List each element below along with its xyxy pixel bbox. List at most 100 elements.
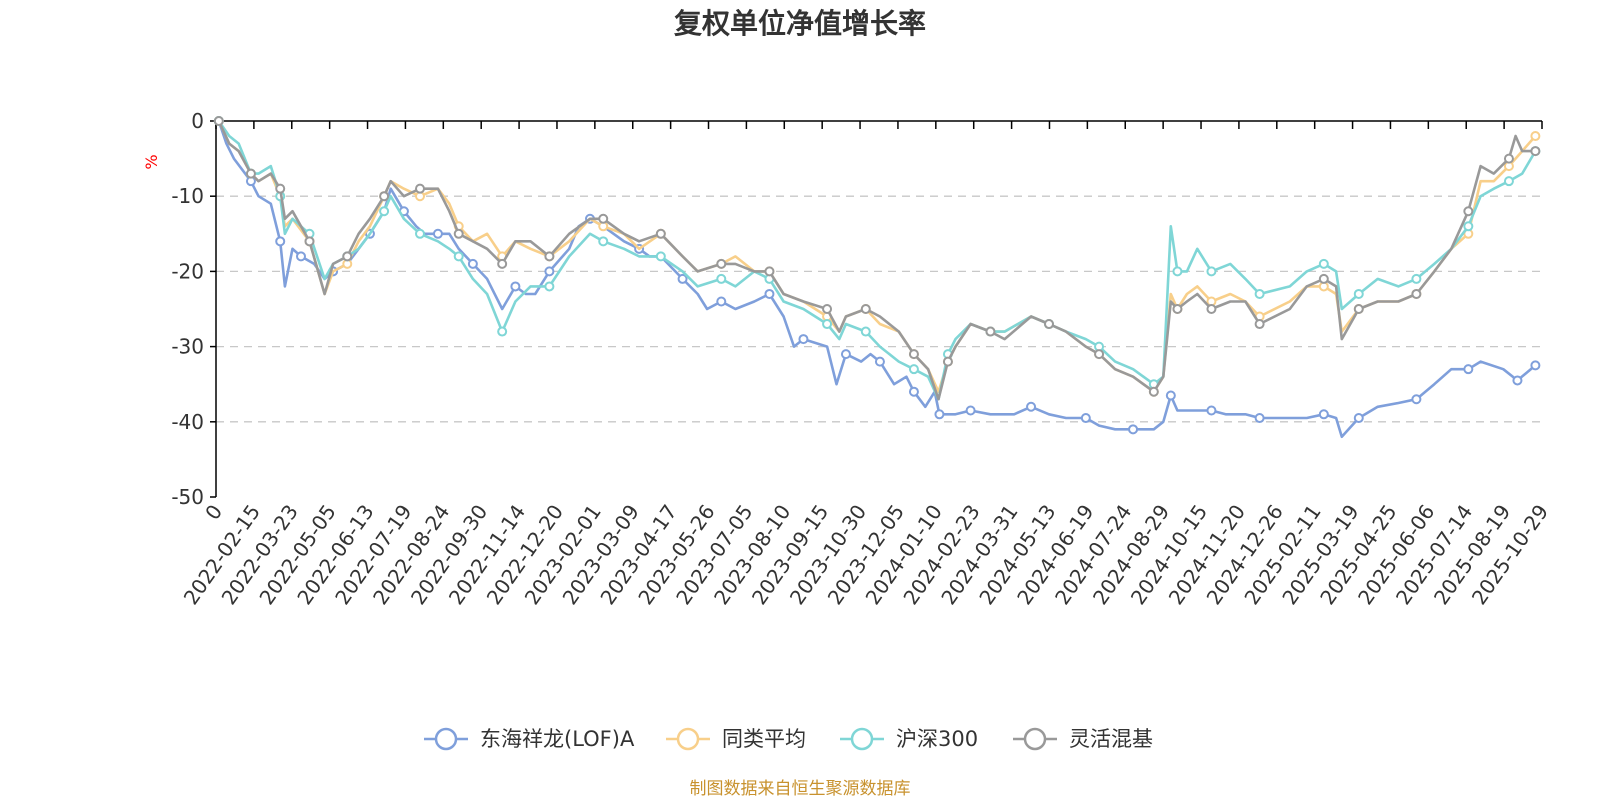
data-point	[379, 206, 390, 217]
y-tick-label: -30	[171, 335, 204, 359]
data-point	[716, 296, 727, 307]
data-point	[213, 116, 224, 126]
data-point	[874, 356, 885, 367]
axes: 0-10-20-30-40-5002022-02-152022-03-23202…	[171, 109, 1553, 609]
series-line	[217, 120, 1537, 401]
data-point	[1411, 273, 1422, 284]
data-point	[1512, 375, 1523, 386]
y-unit-label: %	[142, 154, 161, 169]
legend-label: 东海祥龙(LOF)A	[480, 727, 635, 751]
data-point	[1353, 413, 1364, 424]
legend-label: 灵活混基	[1069, 727, 1153, 751]
data-point	[655, 228, 666, 239]
data-point	[655, 251, 666, 262]
data-point	[1206, 405, 1217, 416]
data-point	[275, 236, 286, 247]
data-point	[544, 251, 555, 262]
data-point	[1206, 266, 1217, 277]
data-point	[467, 258, 478, 269]
x-tick-label: 0	[200, 500, 227, 524]
data-point	[1411, 394, 1422, 405]
data-point	[1353, 304, 1364, 314]
data-point	[822, 319, 833, 330]
data-point	[1463, 364, 1474, 375]
data-point	[798, 334, 809, 345]
data-point	[1530, 131, 1541, 142]
series-line	[217, 120, 1536, 401]
data-point	[453, 228, 464, 239]
data-source-note: 制图数据来自恒生聚源数据库	[690, 779, 911, 799]
data-point	[860, 304, 871, 314]
data-point	[1044, 319, 1054, 330]
data-point	[275, 183, 286, 194]
data-point	[965, 405, 976, 416]
series-line	[217, 120, 1537, 393]
data-point	[453, 251, 464, 262]
data-point	[1128, 424, 1139, 435]
data-point	[1353, 288, 1364, 299]
y-tick-label: -50	[171, 485, 204, 509]
y-tick-label: -40	[171, 410, 204, 434]
legend-marker	[1023, 727, 1047, 751]
data-point	[1318, 409, 1329, 420]
data-point	[942, 356, 953, 367]
data-point	[245, 168, 256, 179]
data-point	[1411, 288, 1422, 299]
data-point	[1254, 288, 1265, 299]
data-point	[1463, 221, 1474, 232]
data-point	[764, 266, 775, 277]
data-point	[1148, 386, 1159, 397]
data-point	[985, 326, 996, 337]
legend-label: 同类平均	[722, 727, 806, 751]
data-point	[415, 228, 425, 239]
data-point	[415, 183, 425, 194]
legend-marker	[850, 727, 874, 751]
data-point	[1165, 390, 1176, 401]
data-point	[1530, 146, 1541, 157]
data-point	[342, 251, 353, 262]
data-point	[822, 304, 833, 314]
chart-title: 复权单位净值增长率	[674, 7, 926, 40]
data-point	[1172, 304, 1183, 314]
data-point	[598, 236, 609, 247]
data-point	[1080, 413, 1091, 424]
data-point	[1206, 304, 1217, 314]
data-point	[510, 281, 521, 292]
data-point	[1503, 153, 1514, 164]
data-point	[1318, 273, 1329, 284]
data-point	[840, 349, 851, 360]
legend-label: 沪深300	[896, 727, 978, 751]
data-point	[497, 258, 508, 269]
data-point	[497, 326, 508, 337]
data-point	[716, 258, 727, 269]
data-point	[296, 251, 306, 262]
y-tick-label: 0	[191, 109, 204, 133]
data-point	[1254, 413, 1265, 424]
data-point	[598, 213, 609, 224]
data-point	[677, 273, 688, 284]
data-point	[908, 386, 919, 397]
data-point	[1026, 401, 1037, 412]
data-point	[908, 349, 919, 360]
data-point	[1530, 360, 1541, 371]
data-point	[1172, 266, 1183, 277]
data-point	[764, 288, 775, 299]
legend: 东海祥龙(LOF)A 同类平均 沪深300 灵活混基	[424, 727, 1153, 751]
data-point	[1463, 206, 1474, 217]
data-point	[304, 236, 315, 247]
legend-marker	[434, 727, 458, 751]
series-lines	[213, 116, 1541, 439]
legend-marker	[676, 727, 700, 751]
data-point	[544, 266, 555, 277]
data-point	[716, 273, 727, 284]
data-point	[544, 281, 555, 292]
y-tick-label: -10	[171, 184, 204, 208]
data-point	[908, 364, 919, 375]
data-point	[1503, 176, 1514, 187]
data-point	[934, 409, 945, 420]
data-point	[1318, 258, 1329, 269]
data-point	[1254, 319, 1265, 330]
data-point	[860, 326, 871, 337]
y-tick-label: -20	[171, 259, 204, 283]
